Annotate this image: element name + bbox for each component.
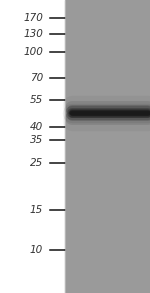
Text: 35: 35 <box>30 135 43 145</box>
Bar <box>65 0 150 293</box>
Text: 100: 100 <box>23 47 43 57</box>
Bar <box>0 0 65 293</box>
Text: 40: 40 <box>30 122 43 132</box>
Text: 170: 170 <box>23 13 43 23</box>
Text: 70: 70 <box>30 73 43 83</box>
Text: 130: 130 <box>23 29 43 39</box>
Text: 55: 55 <box>30 95 43 105</box>
Text: 10: 10 <box>30 245 43 255</box>
Text: 25: 25 <box>30 158 43 168</box>
Text: 15: 15 <box>30 205 43 215</box>
